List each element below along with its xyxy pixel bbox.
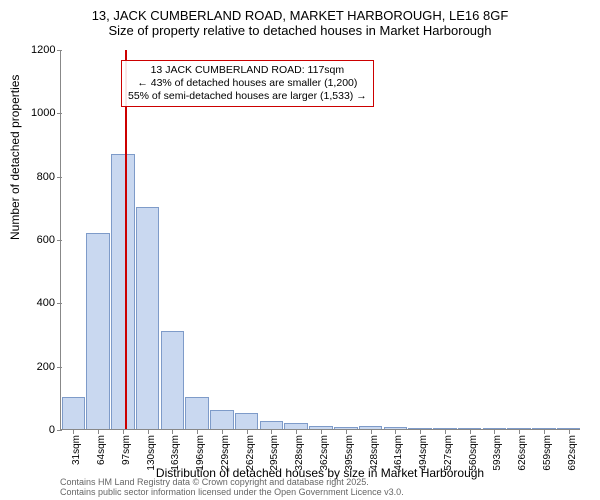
chart-footer: Contains HM Land Registry data © Crown c… bbox=[60, 478, 404, 498]
y-tick: 400 bbox=[31, 297, 61, 309]
x-tick: 31sqm bbox=[69, 435, 82, 465]
y-tick: 200 bbox=[31, 361, 61, 373]
x-tick: 97sqm bbox=[119, 435, 132, 465]
chart-title-main: 13, JACK CUMBERLAND ROAD, MARKET HARBORO… bbox=[0, 0, 600, 23]
histogram-bar bbox=[62, 397, 86, 429]
footer-line2: Contains public sector information licen… bbox=[60, 488, 404, 498]
plot-area: 02004006008001000120031sqm64sqm97sqm130s… bbox=[60, 50, 580, 430]
annotation-line2: ← 43% of detached houses are smaller (1,… bbox=[128, 77, 367, 90]
histogram-bar bbox=[235, 413, 259, 429]
annotation-line3: 55% of semi-detached houses are larger (… bbox=[128, 90, 367, 103]
y-tick: 600 bbox=[31, 234, 61, 246]
histogram-bar bbox=[185, 397, 209, 429]
histogram-bar bbox=[210, 410, 234, 429]
y-tick: 800 bbox=[31, 171, 61, 183]
y-tick: 0 bbox=[31, 424, 61, 436]
x-tick: 64sqm bbox=[94, 435, 107, 465]
histogram-bar bbox=[136, 207, 160, 429]
histogram-bar bbox=[161, 331, 185, 429]
y-tick: 1200 bbox=[31, 44, 61, 56]
property-size-chart: 13, JACK CUMBERLAND ROAD, MARKET HARBORO… bbox=[0, 0, 600, 500]
y-axis-label: Number of detached properties bbox=[8, 75, 22, 240]
annotation-line1: 13 JACK CUMBERLAND ROAD: 117sqm bbox=[128, 64, 367, 77]
histogram-bar bbox=[86, 233, 110, 429]
y-tick: 1000 bbox=[31, 107, 61, 119]
histogram-bar bbox=[111, 154, 135, 430]
histogram-bar bbox=[260, 421, 284, 429]
annotation-box: 13 JACK CUMBERLAND ROAD: 117sqm← 43% of … bbox=[121, 60, 374, 107]
chart-title-sub: Size of property relative to detached ho… bbox=[0, 23, 600, 42]
